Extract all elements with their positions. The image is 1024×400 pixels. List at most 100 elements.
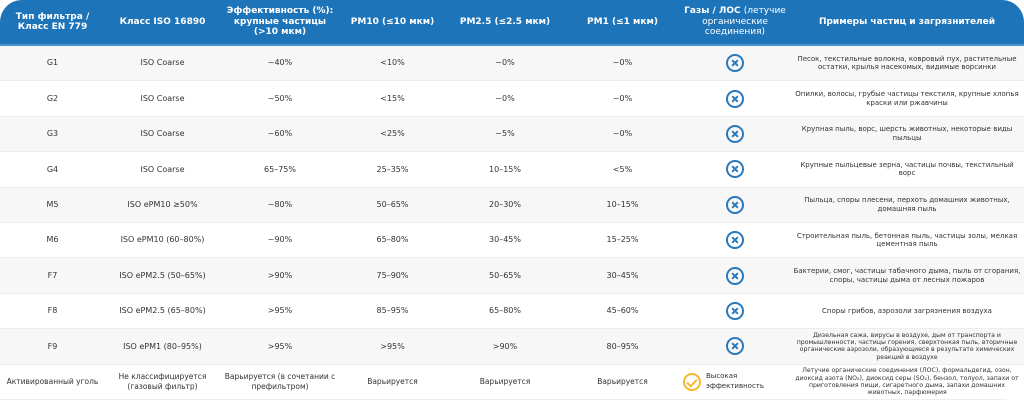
cell-pm25: ~0% bbox=[495, 58, 515, 68]
cell-iso: ISO ePM10 ≥50% bbox=[127, 200, 198, 209]
cell-examples: Крупная пыль, ворс, шерсть животных, нек… bbox=[801, 125, 1013, 142]
cell-iso: ISO Coarse bbox=[140, 93, 185, 103]
cell-gas bbox=[680, 152, 790, 186]
cell-pm25: 30–45% bbox=[489, 235, 521, 245]
cell-iso: ISO Coarse bbox=[140, 129, 185, 139]
header-pm10: PM10 (≤10 мкм) bbox=[350, 16, 435, 27]
cell-type: G2 bbox=[46, 93, 59, 103]
table-row: M5 ISO ePM10 ≥50% ~80% 50–65% 20–30% 10–15% Пы… bbox=[0, 187, 1024, 223]
cell-iso: ISO ePM1 (80–95%) bbox=[123, 341, 202, 351]
cell-pm10: 65–80% bbox=[376, 235, 409, 245]
header-coarse: Эффективность (%): крупные частицы (>10 … bbox=[226, 6, 334, 38]
check-circle-icon bbox=[683, 372, 701, 391]
cell-pm1: 10–15% bbox=[606, 200, 639, 209]
cell-pm25: Варьируется bbox=[479, 376, 531, 386]
x-circle-icon bbox=[726, 231, 744, 250]
cell-coarse: ~80% bbox=[267, 200, 293, 209]
cell-examples: Споры грибов, аэрозоли загрязнения возду… bbox=[822, 306, 992, 315]
x-circle-icon bbox=[726, 54, 744, 73]
cell-coarse: >90% bbox=[267, 270, 293, 280]
cell-pm25: ~5% bbox=[495, 129, 515, 139]
header-iso-class: Класс ISO 16890 bbox=[119, 16, 206, 27]
cell-gas bbox=[680, 46, 790, 80]
cell-gas bbox=[680, 223, 790, 257]
header-pm1: PM1 (≤1 мкм) bbox=[587, 16, 658, 27]
cell-pm25: 20–30% bbox=[489, 200, 521, 209]
cell-iso: ISO ePM2.5 (50–65%) bbox=[119, 270, 206, 280]
cell-gas bbox=[680, 81, 790, 115]
cell-coarse: ~50% bbox=[267, 93, 293, 103]
table-header: Тип фильтра / Класс EN 779 Класс ISO 168… bbox=[0, 0, 1024, 46]
cell-type: F7 bbox=[47, 270, 58, 280]
cell-type: G4 bbox=[46, 164, 59, 174]
cell-type: G3 bbox=[46, 129, 59, 139]
cell-pm25: 50–65% bbox=[489, 270, 521, 280]
cell-iso: ISO Coarse bbox=[140, 58, 185, 68]
cell-pm1: 15–25% bbox=[606, 235, 639, 245]
cell-coarse: ~40% bbox=[267, 58, 293, 68]
cell-examples: Дизельная сажа, вирусы в воздухе, дым от… bbox=[796, 331, 1018, 361]
cell-pm1: 80–95% bbox=[606, 341, 639, 351]
cell-pm10: 75–90% bbox=[376, 270, 409, 280]
header-filter-type: Тип фильтра / Класс EN 779 bbox=[15, 11, 90, 33]
cell-gas bbox=[680, 329, 790, 363]
table-row: Активированный уголь Не классифицируется … bbox=[0, 365, 1024, 400]
cell-gas bbox=[680, 258, 790, 292]
cell-coarse: >95% bbox=[267, 306, 293, 316]
cell-pm1: ~0% bbox=[612, 129, 633, 139]
cell-type: G1 bbox=[46, 58, 59, 68]
cell-examples: Пыльца, споры плесени, перхоть домашних … bbox=[804, 196, 1010, 213]
cell-examples: Строительная пыль, бетонная пыль, частиц… bbox=[796, 231, 1018, 249]
cell-iso: ISO ePM10 (60–80%) bbox=[120, 235, 205, 245]
table-row: M6 ISO ePM10 (60–80%) ~90% 65–80% 30–45% 15–2… bbox=[0, 223, 1024, 259]
cell-pm10: <25% bbox=[380, 129, 405, 139]
table-row: G4 ISO Coarse 65–75% 25–35% 10–15% <5% Крупные… bbox=[0, 152, 1024, 188]
cell-examples: Опилки, волосы, грубые частицы текстиля,… bbox=[795, 89, 1019, 107]
table-row: F7 ISO ePM2.5 (50–65%) >90% 75–90% 50–65% 30–… bbox=[0, 258, 1024, 294]
cell-pm10: <10% bbox=[380, 58, 405, 68]
cell-pm25: 65–80% bbox=[489, 306, 521, 316]
x-circle-icon bbox=[726, 266, 744, 285]
x-circle-icon bbox=[726, 337, 744, 356]
x-circle-icon bbox=[726, 195, 744, 214]
cell-type: F9 bbox=[47, 341, 58, 351]
cell-examples: Крупные пыльцевые зерна, частицы почвы, … bbox=[800, 160, 1014, 178]
x-circle-icon bbox=[726, 160, 744, 179]
table-row: G3 ISO Coarse ~60% <25% ~5% ~0% Крупная пыль, … bbox=[0, 116, 1024, 153]
cell-type: M5 bbox=[46, 200, 59, 209]
header-examples: Примеры частиц и загрязнителей bbox=[818, 16, 996, 27]
cell-pm10: Варьируется bbox=[367, 376, 418, 386]
cell-pm10: <15% bbox=[380, 93, 405, 103]
cell-pm10: 25–35% bbox=[376, 164, 409, 174]
cell-gas bbox=[680, 188, 790, 222]
cell-examples: Летучие органические соединения (ЛОС), ф… bbox=[795, 367, 1019, 396]
cell-type: Активированный уголь bbox=[6, 376, 99, 386]
cell-type: F8 bbox=[47, 306, 58, 316]
table-row: G2 ISO Coarse ~50% <15% ~0% ~0% Опилки, волосы… bbox=[0, 81, 1024, 117]
cell-gas: Высокая эффективность bbox=[680, 365, 790, 399]
table-row: F9 ISO ePM1 (80–95%) >95% >95% >90% 80–95% Диз… bbox=[0, 329, 1024, 365]
header-gases: Газы / ЛОС (летучие органические соедине… bbox=[684, 6, 786, 38]
header-pm25: PM2.5 (≤2.5 мкм) bbox=[459, 16, 551, 27]
x-circle-icon bbox=[726, 301, 744, 320]
cell-pm25: ~0% bbox=[495, 93, 515, 103]
cell-coarse: >95% bbox=[267, 341, 293, 351]
cell-examples: Песок, текстильные волокна, ковровый пух… bbox=[797, 54, 1017, 72]
cell-pm25: >90% bbox=[492, 341, 518, 351]
cell-pm1: ~0% bbox=[612, 58, 633, 68]
cell-pm1: <5% bbox=[612, 164, 633, 174]
cell-iso: Не классифицируется (газовый фильтр) bbox=[118, 372, 207, 391]
table-row: F8 ISO ePM2.5 (65–80%) >95% 85–95% 65–80% 45–… bbox=[0, 294, 1024, 330]
cell-pm10: 85–95% bbox=[376, 306, 409, 316]
cell-iso: ISO ePM2.5 (65–80%) bbox=[119, 306, 206, 316]
x-circle-icon bbox=[726, 89, 744, 108]
cell-coarse: 65–75% bbox=[264, 164, 296, 174]
cell-coarse: ~60% bbox=[267, 129, 293, 139]
cell-pm10: >95% bbox=[380, 341, 405, 351]
cell-pm25: 10–15% bbox=[489, 164, 521, 174]
cell-iso: ISO Coarse bbox=[140, 164, 185, 174]
cell-coarse: Варьируется (в сочетании с префильтром) bbox=[224, 372, 336, 391]
table-row: G1 ISO Coarse ~40% <10% ~0% ~0% Песок, текстил… bbox=[0, 46, 1024, 82]
cell-gas bbox=[680, 117, 790, 151]
